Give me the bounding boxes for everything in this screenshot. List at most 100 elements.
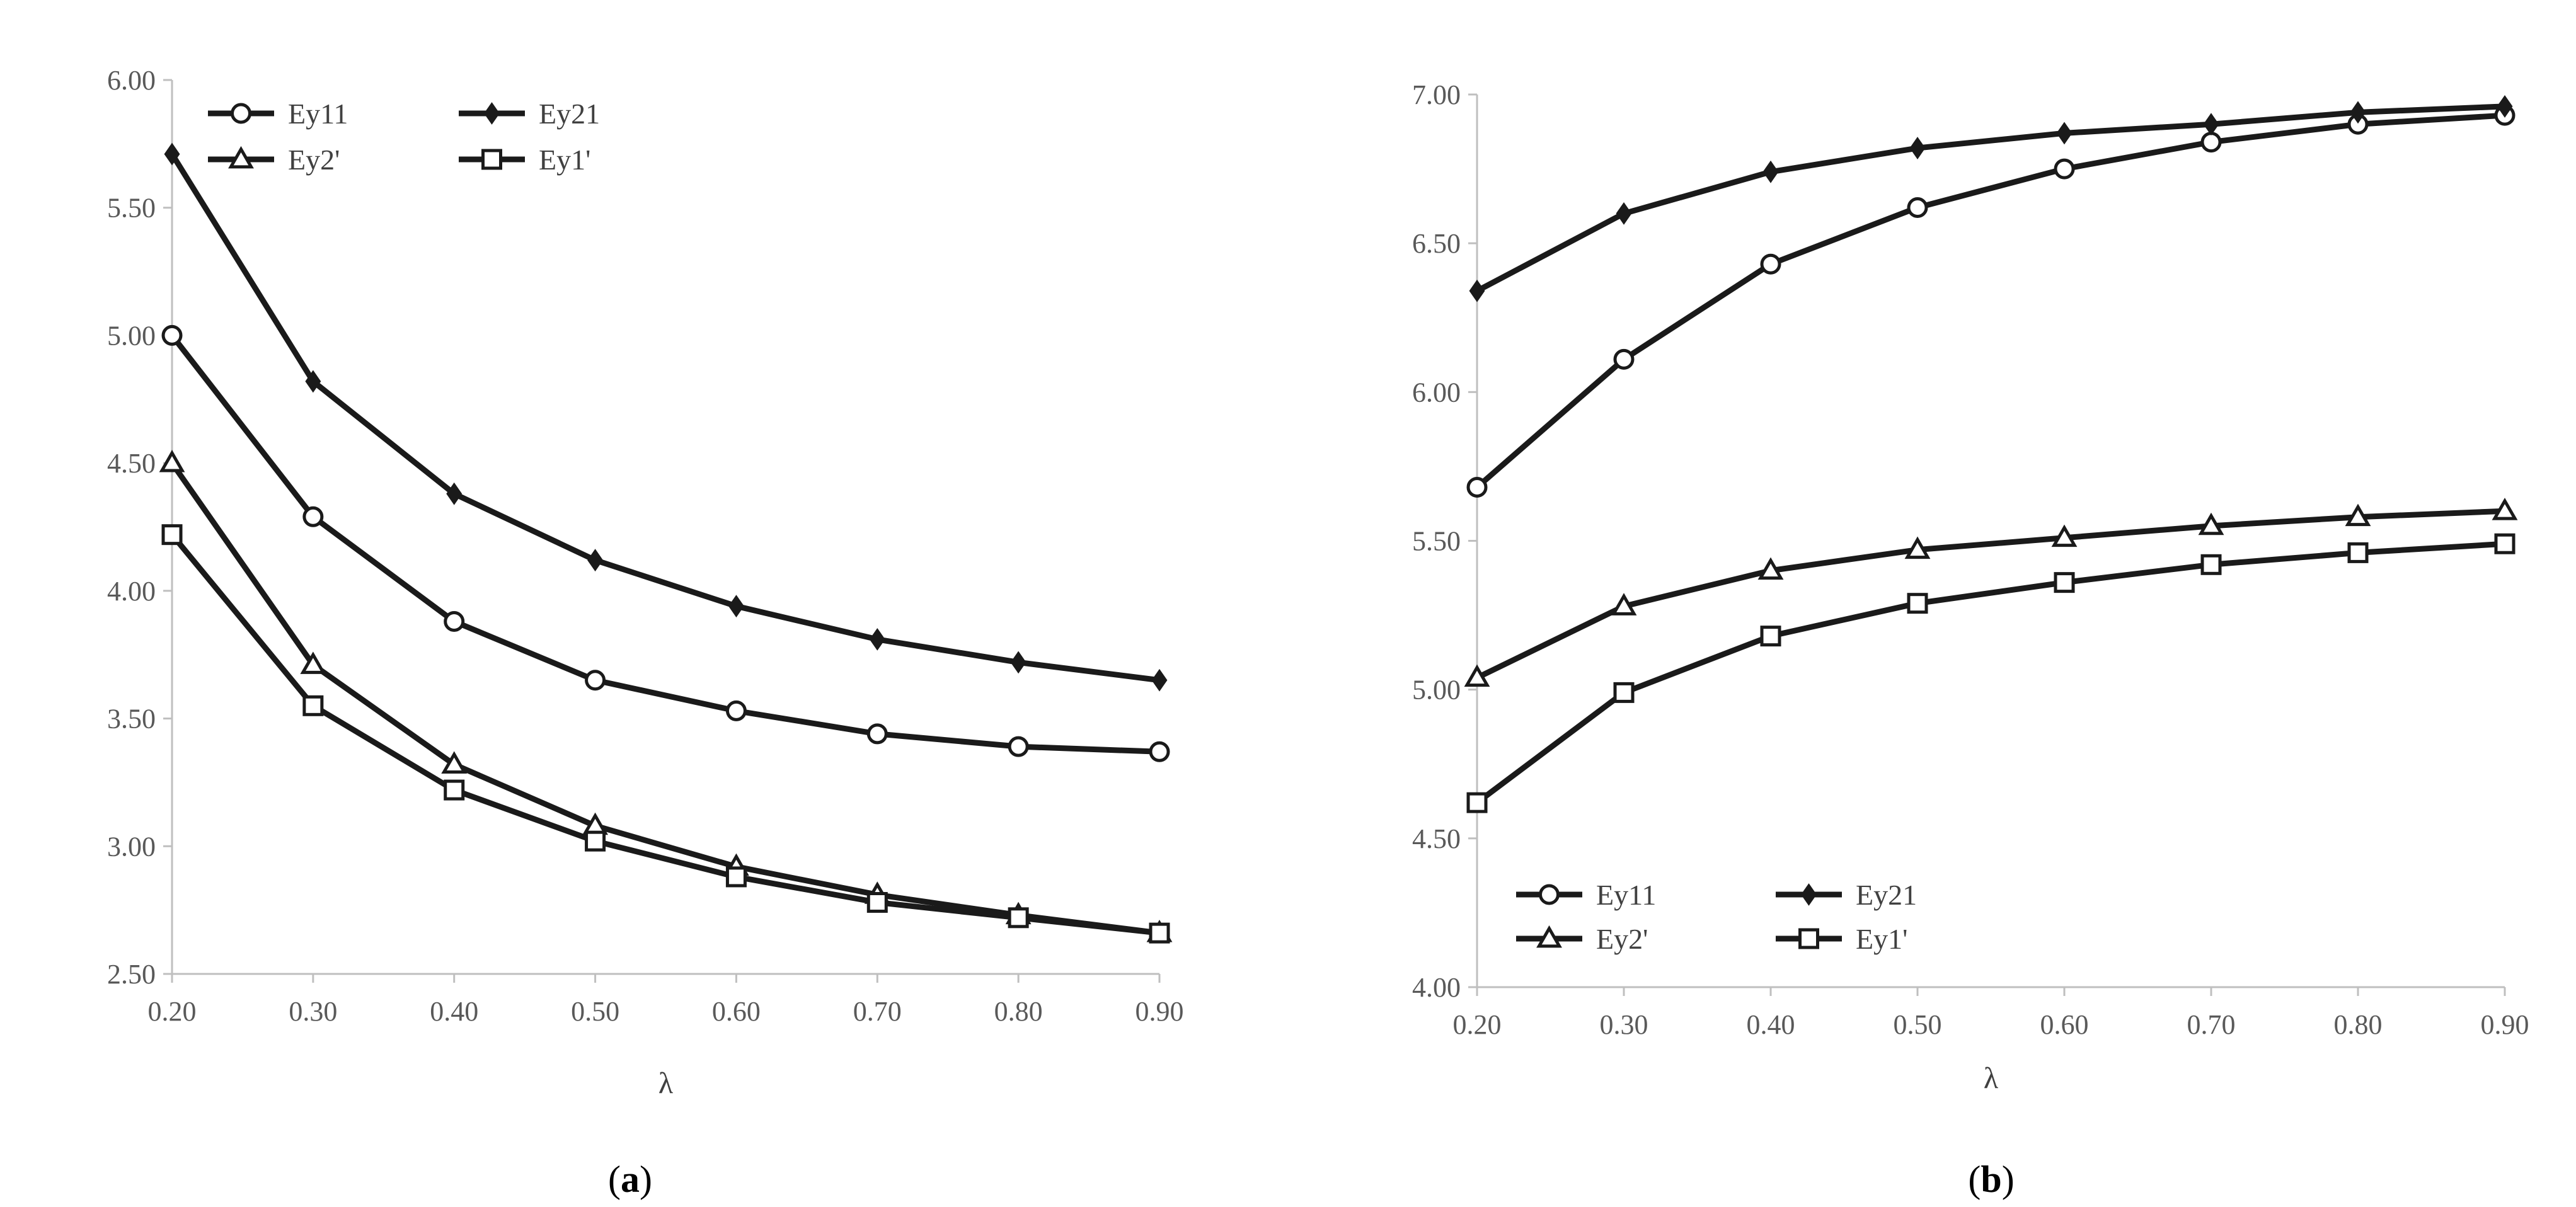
legend-marker (1801, 883, 1817, 906)
data-point (1464, 664, 1490, 687)
caption-paren-open: ( (1968, 1158, 1981, 1200)
data-point (446, 482, 463, 505)
legend-marker (1798, 928, 1819, 949)
panel-caption: (a) (608, 1158, 652, 1200)
data-point (164, 142, 180, 166)
data-point (1613, 682, 1635, 703)
caption-letter: b (1981, 1158, 2001, 1200)
data-point (444, 611, 465, 632)
data-point (2056, 122, 2073, 145)
legend-label: Ey11 (1596, 879, 1656, 911)
legend-label: Ey21 (1856, 879, 1917, 911)
data-point (1010, 651, 1026, 674)
legend-marker (1539, 884, 1560, 905)
legend-marker (231, 103, 251, 124)
data-point (305, 370, 321, 393)
legend-entry: Ey1' (459, 144, 590, 176)
data-point (2345, 503, 2371, 527)
legend-label: Ey11 (288, 98, 348, 130)
data-point (2051, 524, 2078, 547)
data-point (1151, 668, 1168, 692)
series-diamond (1469, 94, 2513, 302)
data-point (1760, 253, 1781, 275)
x-tick-label: 0.40 (430, 996, 478, 1027)
x-tick-label: 0.20 (1453, 1009, 1502, 1040)
x-tick-label: 0.80 (994, 996, 1043, 1027)
x-tick-label: 0.80 (2334, 1009, 2383, 1040)
series-square (1466, 533, 2516, 813)
data-point (2347, 542, 2369, 563)
series-line (1475, 541, 2505, 805)
x-tick-label: 0.20 (148, 996, 197, 1027)
data-point (300, 651, 326, 674)
data-point (1909, 137, 1926, 159)
legend: Ey11 Ey21 Ey2' Ey1' (208, 98, 600, 176)
series-line (1475, 103, 2505, 294)
legend-label: Ey21 (539, 98, 600, 130)
x-tick-label: 0.60 (712, 996, 761, 1027)
data-point (1149, 922, 1170, 944)
x-tick-label: 0.60 (2040, 1009, 2089, 1040)
panel-caption: (b) (1968, 1158, 2014, 1200)
data-point (585, 670, 606, 691)
data-point (2492, 498, 2518, 520)
series-line (170, 333, 1160, 755)
y-tick-label: 6.00 (107, 65, 156, 96)
x-tick-label: 0.40 (1747, 1009, 1795, 1040)
caption-paren-close: ) (640, 1158, 652, 1200)
data-point (161, 324, 183, 346)
series-circle (1466, 105, 2516, 498)
data-point (866, 891, 888, 913)
y-tick-label: 3.50 (107, 704, 156, 735)
series-line (170, 152, 1160, 684)
y-tick-label: 6.00 (1412, 377, 1461, 408)
data-point (1613, 348, 1635, 370)
data-point (2054, 158, 2075, 180)
data-point (2200, 132, 2222, 153)
legend-marker (1536, 925, 1562, 948)
legend-marker (228, 146, 254, 169)
series-line (1476, 508, 2505, 680)
y-tick-label: 4.00 (107, 576, 156, 607)
legend-entry: Ey21 (1776, 879, 1917, 911)
data-point (1008, 736, 1029, 757)
x-axis-label: λ (1984, 1061, 1999, 1095)
y-tick-label: 5.00 (1412, 675, 1461, 706)
data-point (725, 700, 747, 721)
data-point (866, 723, 888, 745)
data-point (444, 779, 465, 801)
legend-label: Ey1' (539, 144, 590, 176)
series-square (161, 524, 1170, 944)
legend-entry: Ey2' (1516, 923, 1648, 955)
y-tick-label: 6.50 (1412, 228, 1461, 259)
y-tick-label: 5.50 (1412, 526, 1461, 557)
y-tick-label: 4.50 (107, 448, 156, 479)
y-tick-label: 5.50 (107, 193, 156, 224)
legend-label: Ey1' (1856, 923, 1907, 955)
data-point (725, 866, 747, 888)
data-point (587, 549, 604, 572)
legend-label: Ey2' (288, 144, 340, 176)
caption-letter: a (621, 1158, 640, 1200)
chart-panel-a: 2.50 3.00 3.50 4.00 4.50 5.00 5.50 6.00 0.20 0.30… (107, 65, 1184, 1200)
x-tick-label: 0.70 (2187, 1009, 2236, 1040)
data-point (161, 524, 183, 546)
data-point (1762, 160, 1779, 183)
legend-entry: Ey2' (208, 144, 340, 176)
data-point (585, 830, 606, 852)
x-tick-label: 0.70 (853, 996, 902, 1027)
legend-entry: Ey21 (459, 98, 600, 130)
legend-marker (484, 102, 500, 125)
legend: Ey11 Ey21 Ey2' Ey1' (1516, 879, 1917, 955)
x-tick-label: 0.90 (2481, 1009, 2529, 1040)
data-point (302, 506, 324, 527)
x-axis-label: λ (658, 1067, 674, 1100)
data-point (2198, 512, 2224, 535)
data-point (1616, 202, 1632, 225)
y-tick-label: 7.00 (1412, 79, 1461, 110)
x-tick-label: 0.30 (1600, 1009, 1648, 1040)
y-tick-label: 4.00 (1412, 972, 1461, 1003)
data-point (2200, 554, 2222, 575)
data-point (302, 695, 324, 716)
